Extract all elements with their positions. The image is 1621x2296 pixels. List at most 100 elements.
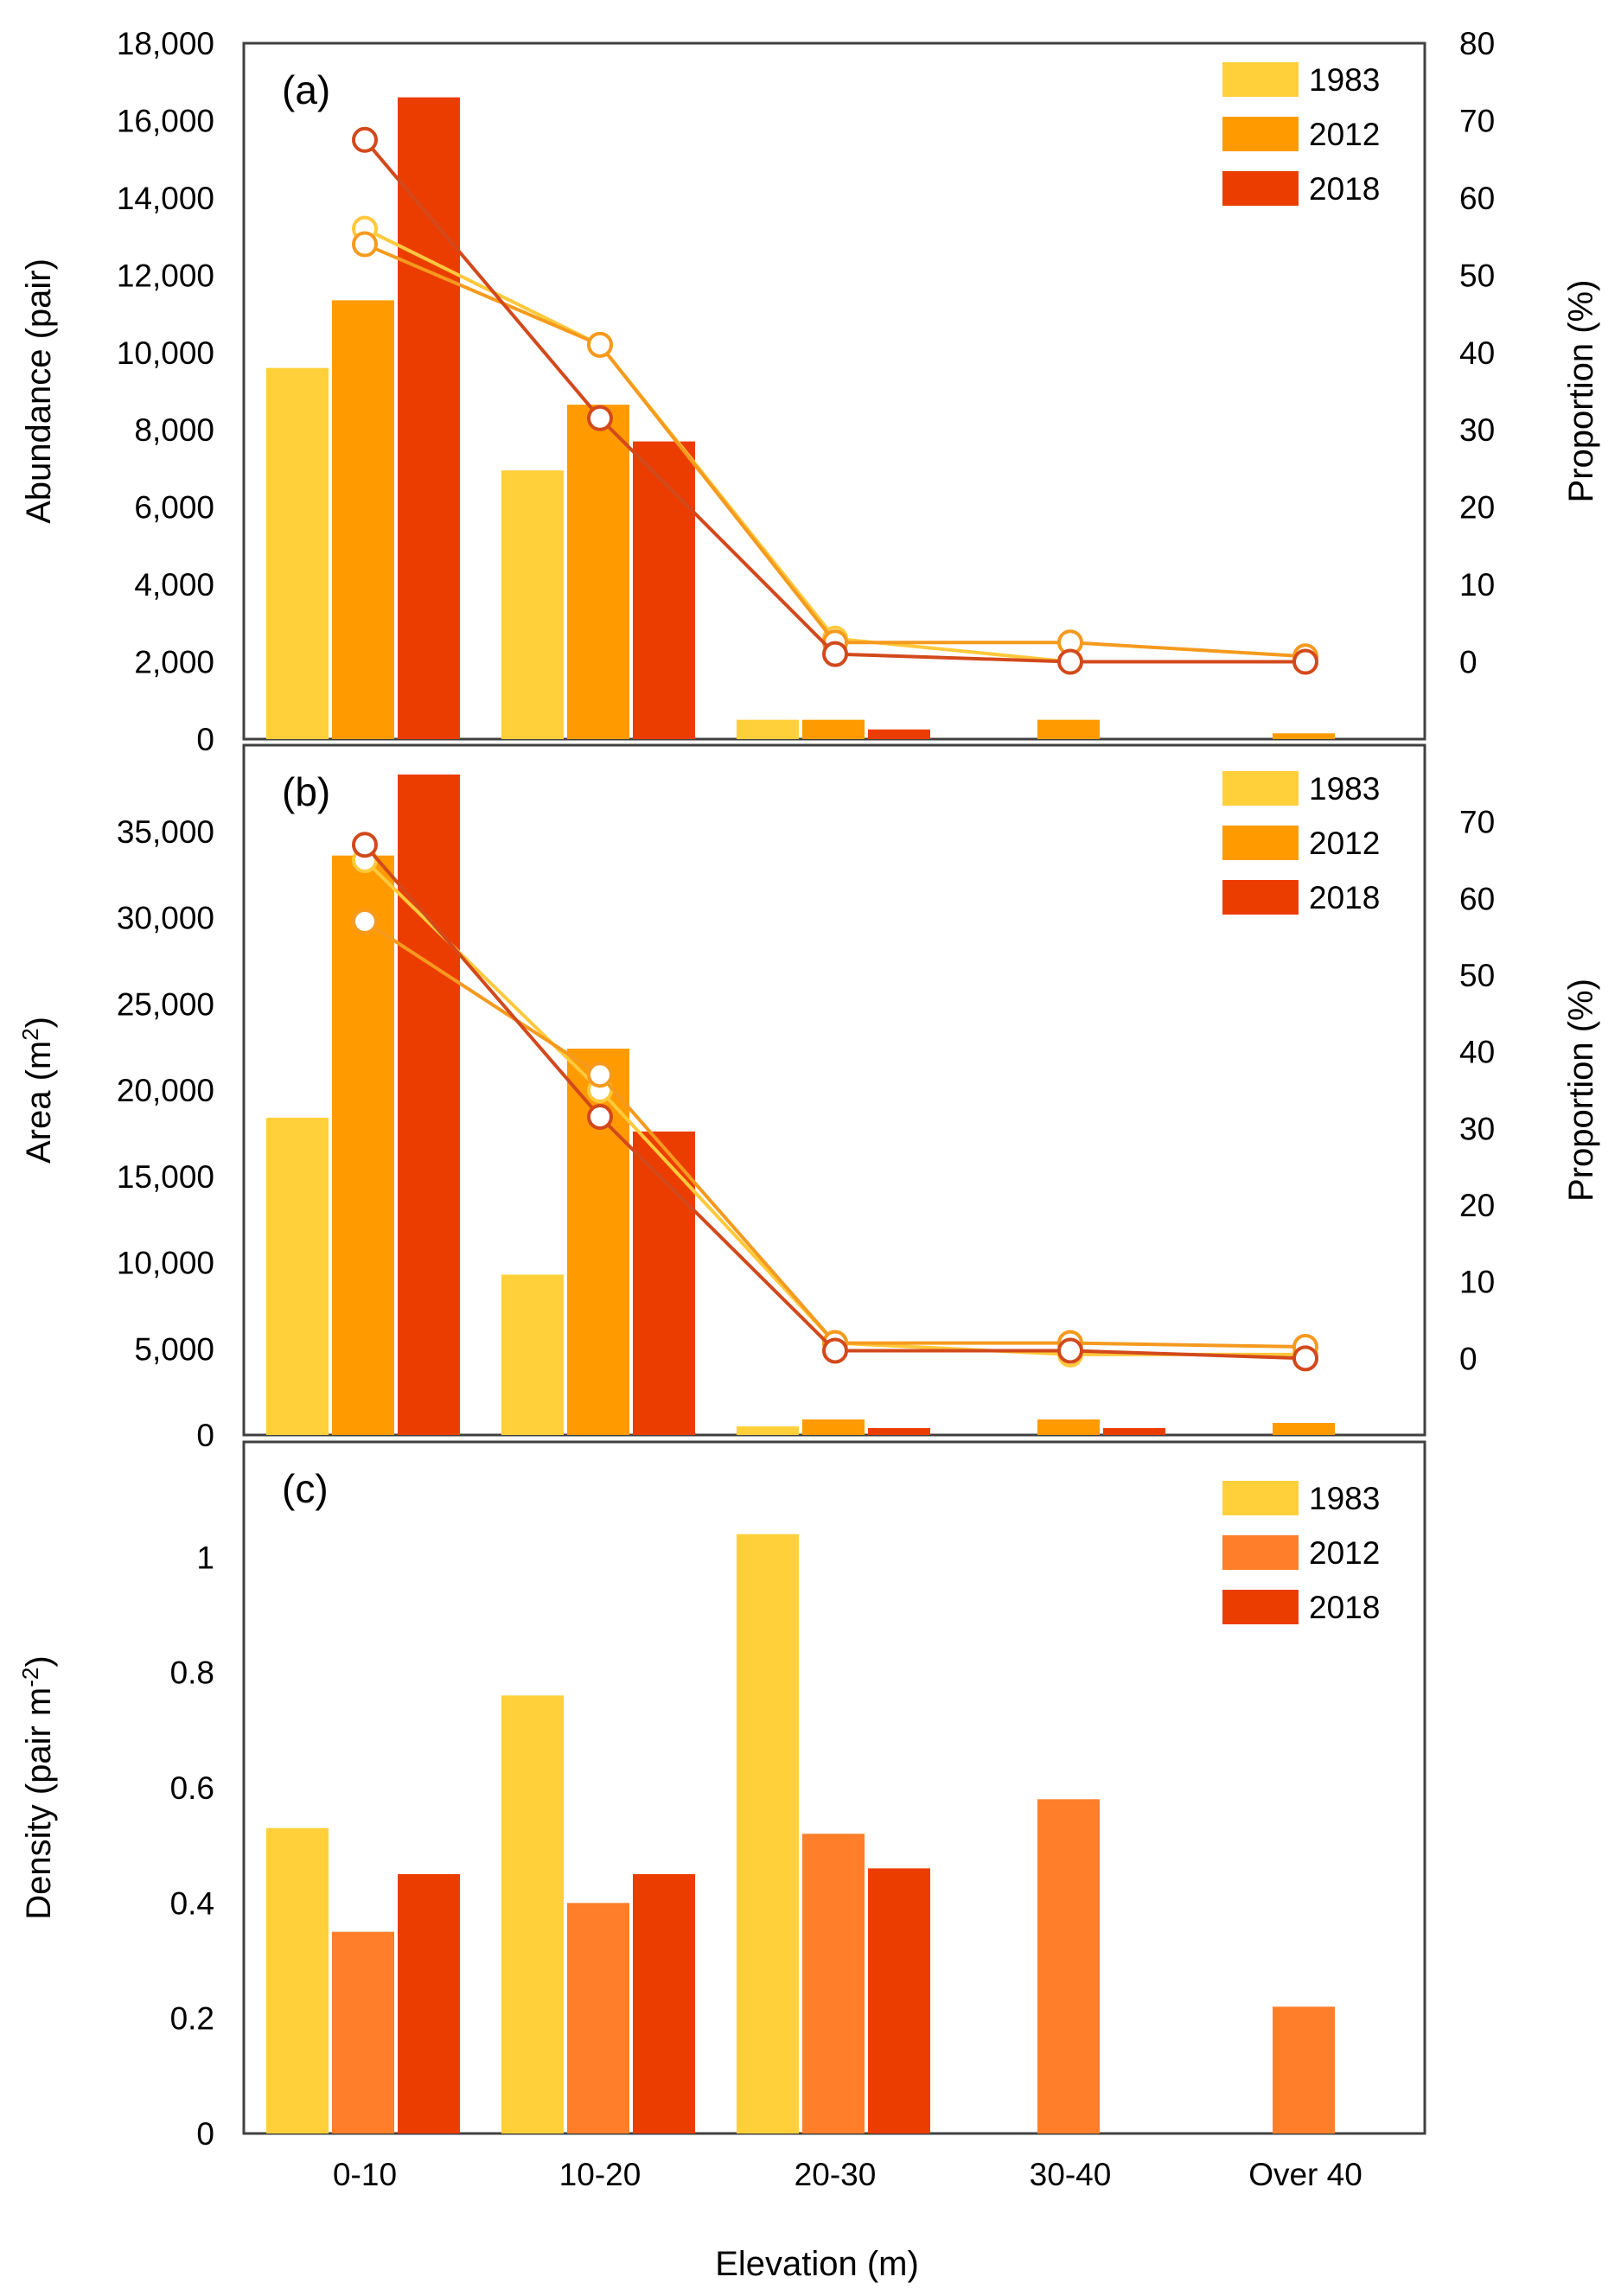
bar-2018-10-20 (633, 1131, 695, 1435)
bar-2018-20-30 (868, 729, 930, 739)
chart-panels: 0 2,000 4,000 6,000 8,000 10,000 12,000 14,000 1… (17, 26, 1600, 2192)
y-axis-title-text: Area (m (20, 1041, 58, 1164)
x-tick-label: Over 40 (1248, 2157, 1363, 2192)
bar-2012-20-30 (802, 1419, 865, 1435)
y2-tick-label: 70 (1459, 103, 1495, 138)
bar-1983-10-20 (501, 1274, 564, 1435)
y-tick-label: 15,000 (117, 1159, 214, 1195)
proportion-point-2012 (352, 908, 378, 934)
proportion-point-2018 (822, 1337, 848, 1364)
y-tick-label: 30,000 (117, 901, 214, 936)
y-tick-label: 10,000 (117, 335, 214, 371)
y-tick-label: 16,000 (117, 103, 214, 138)
y-tick-label: 0.6 (170, 1770, 214, 1806)
y2-tick-label: 20 (1459, 1188, 1495, 1223)
x-tick-label: 30-40 (1030, 2157, 1112, 2192)
bar-1983-0-10 (266, 1827, 329, 2133)
y2-tick-label: 20 (1459, 490, 1495, 526)
bar-2012-20-30 (802, 719, 865, 739)
y-tick-label: 0 (196, 722, 214, 757)
y-tick-label: 0.8 (170, 1655, 214, 1691)
y2-axis-title: Proportion (%) (1562, 280, 1600, 503)
y2-tick-label: 80 (1459, 26, 1495, 61)
proportion-point-2018 (352, 126, 378, 153)
bar-2018-0-10 (398, 774, 460, 1435)
y2-tick-label: 0 (1459, 645, 1477, 680)
legend-label: 1983 (1309, 771, 1380, 807)
y-axis-title: Abundance (pair) (20, 258, 58, 524)
bar-2012-0-10 (332, 1931, 394, 2133)
y2-tick-label: 60 (1459, 181, 1495, 216)
legend-label: 2012 (1309, 1535, 1380, 1571)
panel-a: 0 2,000 4,000 6,000 8,000 10,000 12,000 14,000 1… (20, 26, 1600, 757)
legend-label: 2018 (1309, 1590, 1380, 1625)
bar-2018-10-20 (633, 441, 695, 739)
y-tick-label: 10,000 (117, 1246, 214, 1281)
legend-label: 1983 (1309, 62, 1380, 98)
y-axis-title: Density (pair m-2) (17, 1655, 58, 1919)
bar-2018-20-30 (868, 1428, 930, 1435)
y2-tick-label: 50 (1459, 258, 1495, 293)
bar-1983-10-20 (501, 1695, 564, 2133)
panel-label: (c) (282, 1466, 329, 1511)
x-tick-label: 10-20 (559, 2157, 641, 2192)
legend-swatch-1983 (1222, 771, 1299, 806)
legend-label: 2018 (1309, 880, 1380, 915)
proportion-point-2018 (587, 405, 613, 431)
x-tick-label: 20-30 (795, 2157, 877, 2192)
y2-tick-label: 10 (1459, 567, 1495, 603)
proportion-point-2012 (352, 231, 378, 258)
bar-1983-20-30 (737, 1534, 799, 2133)
bar-2018-30-40 (1103, 1428, 1165, 1435)
bar-2012-30-40 (1037, 1799, 1100, 2133)
y-axis-title: Area (m2) (17, 1017, 58, 1164)
proportion-point-2018 (1057, 1337, 1083, 1364)
bar-1983-20-30 (737, 1426, 799, 1435)
y2-tick-label: 10 (1459, 1265, 1495, 1300)
legend-label: 1983 (1309, 1481, 1380, 1516)
bar-2012-over-40 (1273, 1423, 1335, 1435)
bar-2018-0-10 (398, 1874, 460, 2133)
y-axis-title-end: ) (20, 1655, 58, 1667)
panel-c: 0 0.2 0.4 0.6 0.8 1 Density (pair m-2) (c) 1983 2… (17, 1440, 1426, 2192)
y-tick-label: 1 (196, 1540, 214, 1575)
x-tick-label: 0-10 (333, 2157, 397, 2192)
bar-2012-30-40 (1037, 1419, 1100, 1435)
bar-1983-20-30 (737, 719, 799, 739)
y-tick-label: 12,000 (117, 258, 214, 293)
y-axis-title-end: ) (20, 1017, 58, 1028)
bar-2012-20-30 (802, 1834, 865, 2133)
legend-swatch-2018 (1222, 171, 1299, 206)
legend-swatch-2018 (1222, 880, 1299, 915)
y-tick-label: 18,000 (117, 26, 214, 61)
y2-tick-label: 40 (1459, 1035, 1495, 1070)
proportion-point-2018 (587, 1104, 613, 1131)
bar-2018-20-30 (868, 1868, 930, 2133)
bar-2012-0-10 (332, 300, 394, 739)
y2-axis-title: Proportion (%) (1562, 979, 1600, 1202)
panel-b: 0 5,000 10,000 15,000 20,000 25,000 30,000 35,0… (17, 743, 1600, 1453)
legend-swatch-2012 (1222, 117, 1299, 151)
proportion-point-2012 (587, 1062, 613, 1088)
y-tick-label: 20,000 (117, 1073, 214, 1108)
y-tick-label: 35,000 (117, 814, 214, 850)
y-tick-label: 5,000 (134, 1331, 214, 1367)
bar-2012-over-40 (1273, 2006, 1335, 2133)
bar-2012-10-20 (567, 405, 629, 739)
bar-2012-0-10 (332, 855, 394, 1435)
y-tick-label: 0 (196, 1418, 214, 1453)
legend-label: 2012 (1309, 826, 1380, 861)
bar-1983-0-10 (266, 1117, 329, 1435)
proportion-point-2018 (1057, 648, 1083, 675)
proportion-point-2018 (1292, 1345, 1318, 1372)
bar-2012-10-20 (567, 1903, 629, 2133)
legend-label: 2012 (1309, 117, 1380, 152)
y-tick-label: 0 (196, 2116, 214, 2152)
y-tick-label: 2,000 (134, 645, 214, 680)
y-tick-label: 4,000 (134, 567, 214, 603)
legend-swatch-2012 (1222, 1535, 1299, 1570)
y2-tick-label: 0 (1459, 1341, 1477, 1376)
y2-tick-label: 50 (1459, 958, 1495, 993)
y-axis-title-superscript: 2 (17, 1028, 43, 1040)
